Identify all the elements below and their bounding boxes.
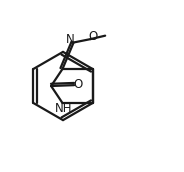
Text: N: N xyxy=(66,33,75,46)
Text: NH: NH xyxy=(55,102,72,115)
Text: O: O xyxy=(73,78,82,91)
Text: O: O xyxy=(88,30,97,42)
